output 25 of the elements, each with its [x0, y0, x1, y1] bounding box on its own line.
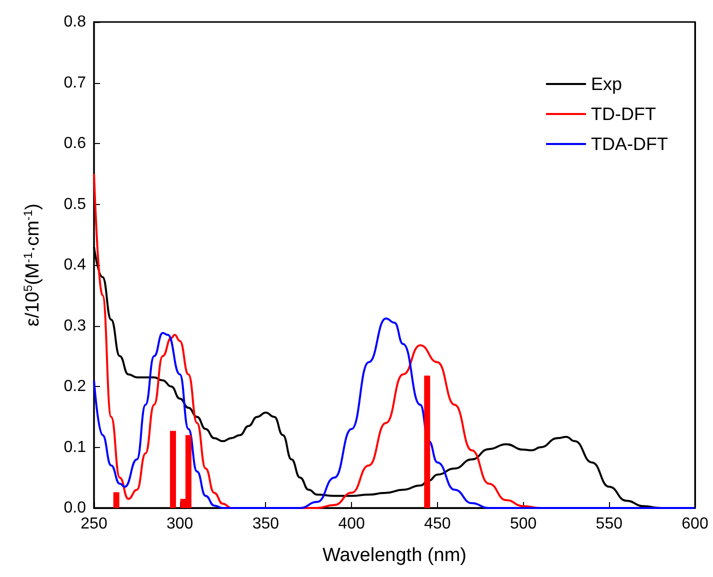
x-tick-label: 550 — [596, 516, 623, 532]
x-tick-label: 600 — [682, 516, 708, 532]
y-tick-label: 0.2 — [64, 378, 86, 395]
legend-label: TD-DFT — [591, 104, 656, 124]
x-tick-label: 400 — [338, 516, 366, 532]
legend-label: Exp — [591, 74, 622, 94]
y-tick-label: 0.1 — [64, 438, 86, 456]
y-tick-label: 0.5 — [64, 196, 86, 213]
bar — [113, 492, 120, 508]
bar — [424, 376, 430, 508]
y-axis-title: ε/105(M-1·cm-1) — [21, 203, 44, 327]
y-tick-label: 0.6 — [64, 135, 86, 152]
y-tick-label: 0.7 — [64, 74, 86, 92]
y-tick-label: 0.4 — [64, 256, 86, 274]
x-axis-title: Wavelength (nm) — [322, 545, 466, 566]
y-tick-label: 0.3 — [64, 317, 86, 334]
x-tick-label: 500 — [510, 516, 537, 532]
x-tick-label: 350 — [252, 516, 280, 532]
y-tick-label: 0.0 — [64, 500, 86, 516]
y-tick-label: 0.8 — [64, 14, 86, 30]
legend-label: TDA-DFT — [591, 134, 668, 154]
x-tick-label: 300 — [166, 516, 194, 532]
x-tick-label: 250 — [80, 516, 108, 532]
x-tick-label: 450 — [424, 516, 451, 532]
bar — [170, 430, 176, 508]
